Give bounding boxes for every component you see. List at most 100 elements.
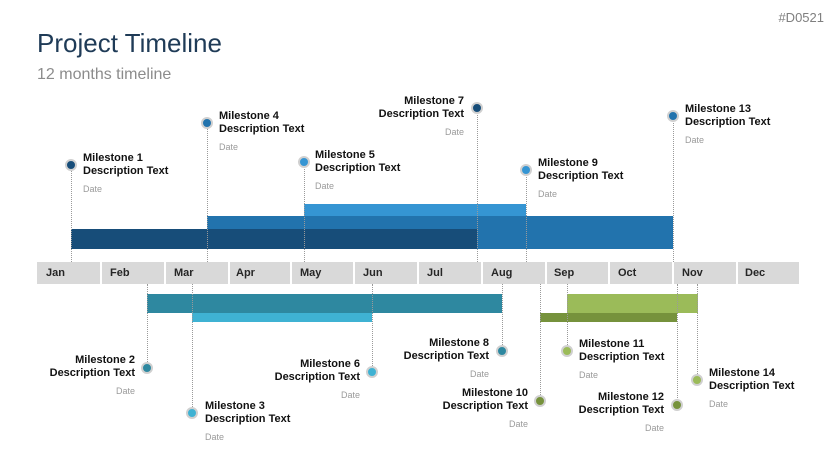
- month-apr: Apr: [236, 267, 255, 279]
- milestone-title: Milestone 8: [429, 337, 489, 349]
- connector-line: [304, 167, 305, 262]
- milestone-date: Date: [709, 399, 729, 409]
- connector-line: [207, 128, 208, 262]
- milestone-description: Description Text: [219, 123, 305, 135]
- milestone-date: Date: [340, 390, 360, 400]
- milestone-2-label: Milestone 2 Description Text Date: [50, 354, 135, 398]
- milestone-10-label: Milestone 10 Description Text Date: [443, 387, 528, 431]
- month-nov: Nov: [682, 267, 703, 279]
- page-subtitle: 12 months timeline: [37, 66, 172, 83]
- milestone-date: Date: [444, 127, 464, 137]
- milestone-title: Milestone 14: [709, 367, 776, 379]
- milestone-5-label: Milestone 5 Description Text Date: [315, 149, 400, 193]
- milestone-14-marker: [691, 374, 703, 386]
- connector-line: [697, 284, 698, 380]
- page-title: Project Timeline: [37, 28, 222, 58]
- connector-line: [677, 284, 678, 404]
- milestone-3-label: Milestone 3 Description Text Date: [205, 400, 290, 444]
- connector-line: [147, 284, 148, 364]
- milestone-date: Date: [508, 419, 528, 429]
- milestone-8-label: Milestone 8 Description Text Date: [404, 337, 489, 381]
- connector-line: [540, 284, 541, 401]
- slide-id: #D0521: [778, 10, 824, 25]
- month-dec: Dec: [745, 267, 766, 279]
- milestone-title: Milestone 13: [685, 103, 752, 115]
- connector-line: [567, 284, 568, 347]
- milestone-description: Description Text: [579, 351, 665, 363]
- month-aug: Aug: [491, 267, 513, 279]
- connector-line: [526, 175, 527, 262]
- milestone-title: Milestone 10: [461, 387, 528, 399]
- connector-line: [477, 113, 478, 262]
- milestone-date: Date: [685, 135, 705, 145]
- milestone-title: Milestone 6: [300, 358, 360, 370]
- milestone-4-marker: [201, 117, 213, 129]
- connector-line: [71, 170, 72, 262]
- milestone-date: Date: [205, 432, 225, 442]
- milestone-date: Date: [315, 181, 335, 191]
- milestone-title: Milestone 7: [404, 95, 464, 107]
- milestone-1-marker: [65, 159, 77, 171]
- milestone-date: Date: [579, 370, 599, 380]
- milestone-12-label: Milestone 12 Description Text Date: [579, 391, 664, 435]
- milestone-6-label: Milestone 6 Description Text Date: [275, 358, 360, 402]
- milestone-13-marker: [667, 110, 679, 122]
- milestone-description: Description Text: [538, 170, 624, 182]
- milestone-date: Date: [538, 189, 558, 199]
- month-axis: Jan Feb Mar Apr May Jun Jul Aug Sep Oct …: [37, 262, 799, 284]
- milestone-description: Description Text: [49, 367, 135, 379]
- milestone-description: Description Text: [205, 413, 291, 425]
- milestone-title: Milestone 2: [75, 354, 135, 366]
- milestone-4-label: Milestone 4 Description Text Date: [219, 110, 304, 154]
- bar-milestone-11-14: [567, 294, 698, 313]
- milestone-description: Description Text: [709, 380, 795, 392]
- bar-milestone-5-9: [304, 204, 526, 216]
- bar-milestone-10-12: [540, 313, 677, 322]
- milestone-title: Milestone 3: [205, 400, 265, 412]
- milestone-11-marker: [561, 345, 573, 357]
- month-sep: Sep: [554, 267, 575, 279]
- month-jan: Jan: [46, 267, 65, 279]
- month-mar: Mar: [174, 267, 194, 279]
- milestone-11-label: Milestone 11 Description Text Date: [579, 338, 664, 382]
- milestone-14-label: Milestone 14 Description Text Date: [709, 367, 794, 411]
- milestone-9-marker: [520, 164, 532, 176]
- milestone-description: Description Text: [378, 108, 464, 120]
- connector-line: [372, 284, 373, 368]
- milestone-6-marker: [366, 366, 378, 378]
- connector-line: [192, 284, 193, 409]
- milestone-title: Milestone 12: [597, 391, 664, 403]
- milestone-7-marker: [471, 102, 483, 114]
- milestone-date: Date: [83, 184, 103, 194]
- month-may: May: [300, 267, 322, 279]
- connector-line: [673, 121, 674, 262]
- milestone-1-label: Milestone 1 Description Text Date: [83, 152, 168, 196]
- milestone-date: Date: [115, 386, 135, 396]
- month-oct: Oct: [618, 267, 637, 279]
- connector-line: [502, 284, 503, 347]
- month-jul: Jul: [427, 267, 443, 279]
- milestone-2-marker: [141, 362, 153, 374]
- milestone-description: Description Text: [315, 162, 401, 174]
- milestone-date: Date: [469, 369, 489, 379]
- milestone-7-label: Milestone 7 Description Text Date: [379, 95, 464, 139]
- milestone-8-marker: [496, 345, 508, 357]
- milestone-description: Description Text: [403, 350, 489, 362]
- milestone-title: Milestone 4: [219, 110, 279, 122]
- milestone-description: Description Text: [83, 165, 169, 177]
- milestone-10-marker: [534, 395, 546, 407]
- milestone-title: Milestone 9: [538, 157, 598, 169]
- milestone-date: Date: [644, 423, 664, 433]
- bar-milestone-1-7: [71, 229, 477, 249]
- milestone-5-marker: [298, 156, 310, 168]
- bar-milestone-3-6: [192, 313, 372, 322]
- milestone-title: Milestone 5: [315, 149, 375, 161]
- milestone-description: Description Text: [685, 116, 771, 128]
- month-feb: Feb: [110, 267, 130, 279]
- milestone-13-label: Milestone 13 Description Text Date: [685, 103, 770, 147]
- milestone-description: Description Text: [274, 371, 360, 383]
- milestone-description: Description Text: [578, 404, 664, 416]
- milestone-description: Description Text: [442, 400, 528, 412]
- milestone-title: Milestone 11: [579, 338, 645, 350]
- milestone-date: Date: [219, 142, 239, 152]
